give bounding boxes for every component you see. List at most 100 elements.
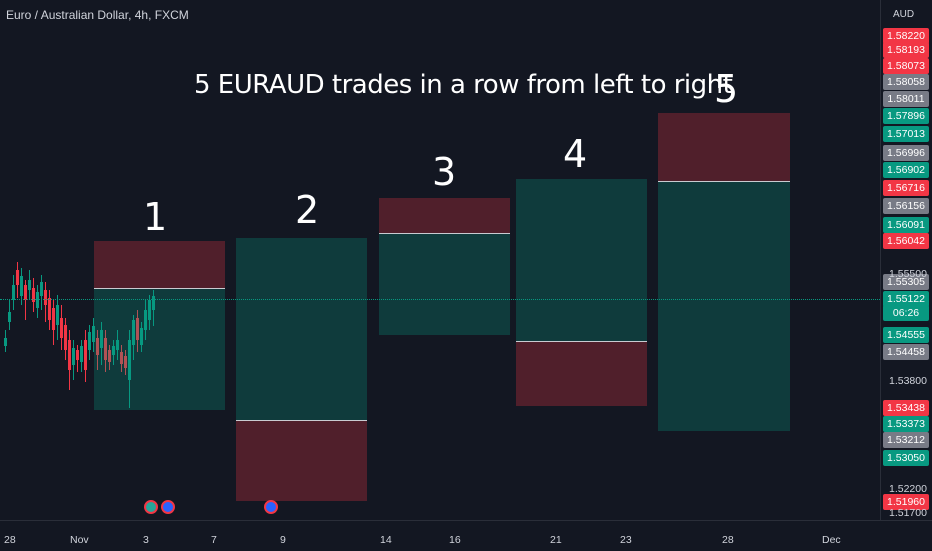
candle-body [144,310,147,330]
time-tick-label: 28 [722,534,734,546]
candle-body [148,300,151,320]
candle-body [132,320,135,345]
price-tag: 06:26 [883,305,929,321]
candlestick-series [4,262,155,408]
time-tick-label: 21 [550,534,562,546]
time-tick-label: Nov [70,534,89,546]
candle-body [84,340,87,370]
time-tick-label: 14 [380,534,392,546]
trade-3-stop-zone[interactable] [379,198,510,233]
price-tag: 1.58058 [883,74,929,90]
time-tick-label: 28 [4,534,16,546]
candle-body [20,276,23,296]
trade-3-target-zone[interactable] [379,233,510,335]
trade-2-stop-zone[interactable] [236,420,367,501]
candle-body [92,326,95,342]
candle-body [24,285,27,300]
price-tag: 1.58073 [883,58,929,74]
candle-body [16,270,19,285]
price-tag: 1.53373 [883,416,929,432]
price-label: 1.51700 [889,507,927,519]
candle-body [72,348,75,365]
time-tick-label: 3 [143,534,149,546]
current-price-line [0,299,880,300]
candle-body [140,328,143,345]
price-tag: 1.53212 [883,432,929,448]
candle-body [44,290,47,305]
trade-5-entry-line [658,181,790,182]
trade-2-target-zone[interactable] [236,238,367,420]
candle-body [8,312,11,322]
candle-body [56,305,59,325]
candle-body [68,340,71,370]
candle-body [52,308,55,330]
candle-body [152,296,155,310]
trade-5-stop-zone[interactable] [658,113,790,181]
chart-annotation-text[interactable]: 5 EURAUD trades in a row from left to ri… [194,70,733,100]
trade-5-target-zone[interactable] [658,181,790,431]
price-tag: 1.58011 [883,91,929,107]
candle-body [124,356,127,368]
time-tick-label: 23 [620,534,632,546]
candle-body [4,338,7,346]
price-label: 1.53800 [889,375,927,387]
candle-body [28,280,31,290]
candle-body [12,285,15,300]
price-tag: 1.54458 [883,344,929,360]
candle-body [80,346,83,362]
candle-body [104,338,107,360]
time-tick-label: Dec [822,534,841,546]
price-tag: 1.58193 [883,42,929,58]
candle-body [128,340,131,380]
candle-body [116,340,119,350]
trade-2-label: 2 [295,188,320,232]
price-tag: 1.55122 [883,291,929,307]
price-tag: 1.57896 [883,108,929,124]
price-tag: 1.56902 [883,162,929,178]
price-tag: 1.53050 [883,450,929,466]
candle-body [48,298,51,320]
candle-body [96,338,99,355]
trade-4-target-zone[interactable] [516,179,647,341]
candle-body [32,288,35,302]
candle-body [136,318,139,340]
event-marker-icon[interactable] [161,500,175,514]
chart-area[interactable]: Euro / Australian Dollar, 4h, FXCM 1 2 3… [0,0,880,520]
price-tag: 1.58220 [883,28,929,44]
candle-body [100,330,103,348]
event-marker-icon[interactable] [144,500,158,514]
price-tag: 1.51960 [883,494,929,510]
symbol-title[interactable]: Euro / Australian Dollar, 4h, FXCM [6,8,189,22]
time-axis[interactable] [0,520,932,551]
price-tag: 1.57013 [883,126,929,142]
price-tag: 1.54555 [883,327,929,343]
price-tag: 1.53438 [883,400,929,416]
candle-body [108,350,111,362]
event-marker-icon[interactable] [264,500,278,514]
trade-5-label: 5 [714,67,739,111]
candle-body [60,318,63,338]
trade-3-entry-line [379,233,510,234]
time-tick-label: 16 [449,534,461,546]
trade-3-label: 3 [432,150,457,194]
candle-body [40,282,43,296]
candle-body [64,325,67,350]
candle-body [88,332,91,350]
trade-4-stop-zone[interactable] [516,341,647,406]
trade-1-target-zone[interactable] [94,288,225,410]
price-tag: 1.56156 [883,198,929,214]
price-label: 1.55500 [889,268,927,280]
trade-1-entry-line [94,288,225,289]
price-tag: 1.56091 [883,217,929,233]
price-tag: 1.56716 [883,180,929,196]
trade-1-stop-zone[interactable] [94,241,225,288]
currency-label: AUD [893,9,915,20]
price-tag: 1.56042 [883,233,929,249]
price-label: 1.52200 [889,483,927,495]
trade-4-entry-line [516,341,647,342]
trade-4-label: 4 [563,132,588,176]
candle-body [112,346,115,355]
candle-body [36,292,39,308]
candle-body [76,350,79,360]
candle-body [120,352,123,364]
